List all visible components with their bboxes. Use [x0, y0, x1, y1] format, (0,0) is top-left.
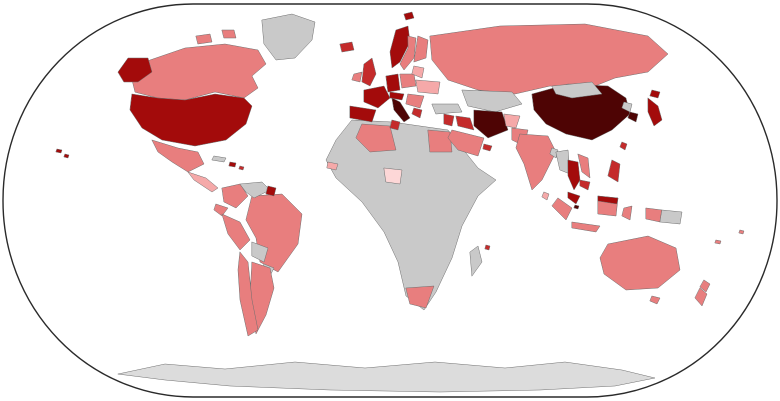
region-mexico: [151, 139, 205, 173]
region-norway: [389, 25, 411, 69]
region-central-america: [187, 171, 219, 193]
region-colombia: [221, 183, 249, 209]
region-bolivia: [251, 241, 269, 263]
region-new-caledonia: [714, 239, 722, 245]
region-germany: [385, 73, 401, 93]
region-nigeria: [383, 167, 403, 185]
region-spain: [349, 105, 377, 123]
region-levant: [443, 113, 455, 127]
region-singapore: [573, 204, 580, 210]
region-russia: [429, 23, 669, 95]
region-madagascar: [469, 245, 483, 277]
region-tasmania: [649, 295, 661, 305]
region-afghanistan: [503, 113, 521, 129]
region-baltics: [411, 65, 425, 79]
region-sulawesi: [621, 205, 633, 221]
region-south-africa: [405, 285, 435, 309]
region-venezuela: [239, 181, 271, 199]
region-ukraine: [415, 79, 441, 95]
region-ireland: [351, 71, 363, 83]
region-egypt: [427, 129, 453, 153]
region-iran: [473, 109, 509, 139]
region-kazakhstan: [461, 89, 523, 113]
region-java: [571, 221, 601, 233]
region-uae: [482, 143, 493, 152]
region-algeria: [355, 123, 397, 153]
region-japan: [647, 97, 663, 127]
region-arctic-islands: [221, 29, 237, 39]
region-new-zealand-north: [699, 279, 711, 293]
region-alaska: [117, 57, 153, 83]
region-australia: [599, 235, 681, 291]
region-ecuador: [213, 203, 229, 217]
region-taiwan: [619, 141, 628, 151]
region-greece: [411, 107, 423, 119]
region-hispaniola: [228, 161, 237, 168]
region-sri-lanka: [541, 191, 550, 201]
region-peru: [221, 213, 251, 251]
region-italy: [391, 97, 411, 123]
region-saudi-arabia: [447, 129, 485, 157]
region-turkey: [431, 103, 463, 115]
region-hawaii: [55, 148, 63, 154]
region-puerto-rico: [238, 165, 245, 171]
region-vietnam: [577, 153, 591, 179]
region-canada: [129, 43, 267, 101]
region-malaysia: [567, 191, 581, 205]
region-usa: [129, 93, 253, 147]
region-senegal: [326, 161, 339, 171]
region-poland: [399, 73, 417, 89]
region-cuba: [211, 155, 227, 163]
region-thailand: [567, 159, 581, 191]
region-papua-new-guinea: [659, 209, 683, 225]
region-india: [515, 133, 557, 191]
region-philippines: [607, 159, 621, 183]
region-bangladesh: [549, 147, 559, 159]
region-guiana: [265, 185, 277, 197]
region-arctic-islands: [195, 33, 213, 45]
region-iceland: [339, 41, 355, 53]
region-hawaii: [63, 153, 70, 159]
region-fiji: [738, 229, 745, 235]
region-france: [363, 85, 391, 109]
region-japan-hokkaido: [649, 89, 661, 99]
region-greenland: [261, 13, 316, 61]
region-borneo-malaysia: [597, 195, 619, 205]
region-tunisia: [389, 119, 401, 131]
region-mauritius: [484, 244, 491, 251]
region-sweden: [399, 35, 417, 71]
region-sumatra: [551, 197, 573, 221]
region-uk: [361, 57, 377, 87]
region-new-zealand-south: [694, 287, 708, 307]
region-iraq: [455, 115, 475, 131]
region-svalbard: [403, 11, 415, 21]
region-cambodia: [579, 179, 591, 191]
region-antarctica: [117, 361, 656, 393]
region-south-korea: [627, 111, 639, 123]
region-finland: [413, 35, 429, 63]
region-balkans: [405, 93, 425, 109]
region-alpine-europe: [389, 91, 405, 101]
region-chile: [237, 251, 259, 337]
region-mongolia: [551, 81, 603, 99]
